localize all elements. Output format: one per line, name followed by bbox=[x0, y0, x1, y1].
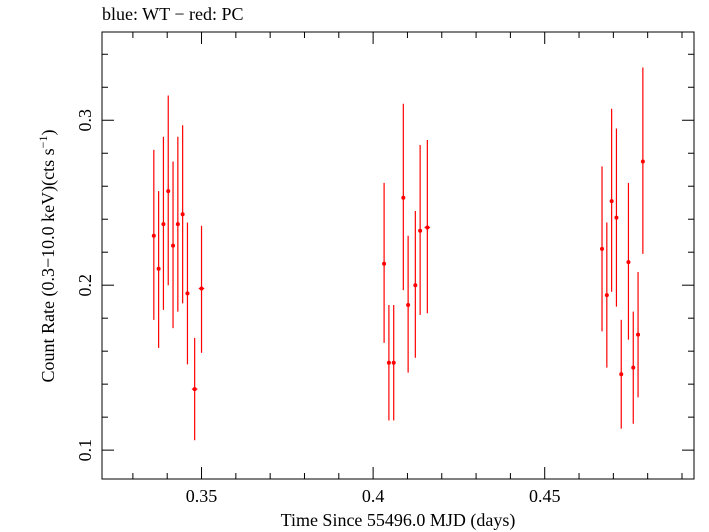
point-marker bbox=[604, 293, 609, 298]
x-tick-label: 0.4 bbox=[362, 486, 385, 506]
point-marker bbox=[199, 286, 204, 291]
point-marker bbox=[418, 228, 423, 233]
data-point bbox=[636, 271, 641, 398]
point-marker bbox=[151, 233, 156, 238]
point-marker bbox=[631, 365, 636, 370]
point-marker bbox=[636, 332, 641, 337]
point-marker bbox=[382, 261, 387, 266]
data-point bbox=[609, 108, 614, 292]
point-marker bbox=[425, 225, 430, 230]
data-point bbox=[191, 337, 198, 441]
data-point bbox=[166, 95, 171, 286]
point-marker bbox=[171, 243, 176, 248]
data-point bbox=[180, 125, 185, 304]
point-marker bbox=[626, 260, 631, 265]
point-marker bbox=[185, 291, 190, 296]
data-points bbox=[151, 67, 645, 441]
point-marker bbox=[156, 266, 161, 271]
y-tick-label: 0.3 bbox=[75, 109, 95, 132]
data-point bbox=[640, 67, 645, 254]
point-marker bbox=[413, 283, 418, 288]
data-point bbox=[626, 182, 631, 340]
data-point bbox=[151, 149, 156, 320]
axis-ticks bbox=[102, 32, 694, 479]
data-point bbox=[185, 222, 190, 365]
plot-frame bbox=[101, 31, 695, 480]
data-point bbox=[619, 319, 624, 429]
data-point bbox=[406, 235, 411, 373]
data-point bbox=[391, 304, 396, 421]
y-axis-label-close: ) bbox=[38, 130, 59, 136]
data-point bbox=[401, 103, 406, 291]
point-marker bbox=[161, 222, 166, 227]
data-point bbox=[424, 140, 431, 314]
data-point bbox=[418, 144, 423, 315]
y-axis-label-superscript: −1 bbox=[36, 136, 50, 149]
axis-tick-labels: 0.35 0.4 0.45 0.1 0.2 0.3 bbox=[75, 109, 560, 506]
x-tick-label: 0.35 bbox=[186, 486, 218, 506]
x-tick-label: 0.45 bbox=[529, 486, 561, 506]
point-marker bbox=[609, 199, 614, 204]
point-marker bbox=[192, 387, 197, 392]
point-marker bbox=[401, 195, 406, 200]
point-marker bbox=[619, 372, 624, 377]
data-point bbox=[614, 128, 619, 307]
y-axis-label-main: Count Rate (0.3−10.0 keV)(cts s bbox=[38, 148, 59, 382]
x-axis-label: Time Since 55496.0 MJD (days) bbox=[281, 510, 516, 531]
y-tick-label: 0.1 bbox=[75, 439, 95, 462]
point-marker bbox=[406, 302, 411, 307]
point-marker bbox=[614, 215, 619, 220]
point-marker bbox=[166, 189, 171, 194]
point-marker bbox=[391, 360, 396, 365]
y-axis-label: Count Rate (0.3−10.0 keV)(cts s−1) bbox=[36, 130, 59, 383]
data-point bbox=[198, 225, 205, 353]
chart-title: blue: WT − red: PC bbox=[102, 4, 244, 24]
data-point bbox=[631, 311, 636, 424]
data-point bbox=[386, 304, 391, 421]
point-marker bbox=[600, 246, 605, 251]
data-point bbox=[175, 136, 180, 312]
y-tick-label: 0.2 bbox=[75, 274, 95, 297]
point-marker bbox=[386, 360, 391, 365]
data-point bbox=[600, 166, 605, 332]
point-marker bbox=[640, 159, 645, 164]
point-marker bbox=[180, 212, 185, 217]
data-point bbox=[382, 182, 387, 343]
data-point bbox=[604, 222, 609, 368]
data-point bbox=[413, 210, 418, 358]
data-point bbox=[156, 191, 161, 348]
point-marker bbox=[175, 222, 180, 227]
data-point bbox=[161, 136, 166, 310]
data-point bbox=[171, 161, 176, 329]
